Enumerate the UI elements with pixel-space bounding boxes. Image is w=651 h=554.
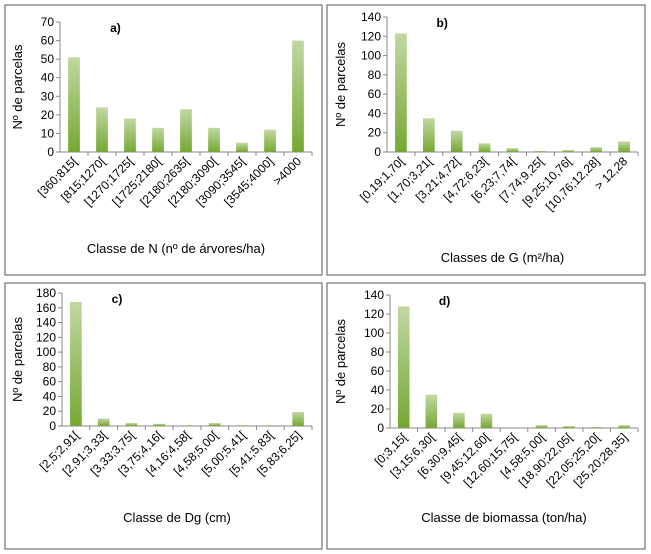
bar [480, 413, 493, 428]
y-tick-label: 40 [43, 389, 57, 403]
bar [97, 418, 110, 426]
y-tick-label: 140 [36, 316, 56, 330]
chart-title: d) [439, 294, 450, 308]
bar [618, 141, 630, 152]
bar [422, 118, 435, 152]
bar [125, 423, 138, 426]
bar [70, 301, 82, 426]
y-tick-label: 60 [371, 364, 385, 378]
y-tick-label: 20 [368, 126, 382, 140]
x-tick-label: >4000 [270, 154, 304, 188]
y-tick-label: 180 [36, 286, 56, 300]
bar [292, 40, 304, 153]
y-tick-label: 0 [49, 419, 56, 433]
y-tick-label: 100 [364, 326, 384, 340]
bar [425, 394, 438, 428]
chart-title: a) [110, 21, 121, 35]
bar [535, 425, 548, 428]
bar [618, 425, 631, 428]
bar [208, 127, 220, 152]
bar [152, 127, 164, 152]
bar [181, 425, 193, 426]
y-tick-label: 20 [43, 404, 57, 418]
y-tick-label: 0 [374, 145, 381, 159]
bar [534, 151, 547, 152]
y-axis-label: Nº de parcelas [10, 317, 25, 402]
y-tick-label: 140 [364, 288, 384, 302]
bar [395, 33, 407, 153]
bar [590, 147, 603, 152]
bar [563, 426, 575, 428]
bar [68, 57, 80, 152]
panel-frame [326, 282, 646, 550]
y-tick-label: 60 [41, 34, 55, 48]
panel-frame [326, 4, 646, 276]
bar [236, 425, 249, 426]
y-axis-label: Nº de parcelas [10, 44, 25, 129]
y-tick-label: 140 [361, 10, 381, 24]
y-tick-label: 100 [361, 49, 381, 63]
bar [264, 425, 277, 426]
y-tick-label: 80 [371, 345, 385, 359]
bar [96, 107, 108, 152]
y-tick-label: 100 [36, 345, 56, 359]
bar [562, 150, 575, 152]
chart-title: c) [112, 292, 123, 306]
y-axis-label: Nº de parcelas [333, 42, 348, 127]
y-axis-label: Nº de parcelas [333, 319, 348, 404]
bar [208, 423, 221, 426]
x-axis-label: Classe de N (nº de árvores/ha) [87, 241, 265, 256]
x-axis-label: Classe de Dg (cm) [123, 510, 231, 525]
bar [450, 130, 463, 152]
panel-frame [4, 282, 323, 550]
y-tick-label: 50 [41, 52, 55, 66]
y-tick-label: 40 [368, 106, 382, 120]
bar [236, 142, 248, 152]
y-tick-label: 40 [41, 71, 55, 85]
bar [506, 148, 519, 152]
bar [453, 412, 465, 428]
y-tick-label: 80 [368, 68, 382, 82]
bar [153, 423, 166, 426]
y-tick-label: 0 [47, 145, 54, 159]
y-tick-label: 30 [41, 89, 55, 103]
y-tick-label: 120 [364, 307, 384, 321]
bar [124, 118, 136, 152]
x-axis-label: Classe de biomassa (ton/ha) [421, 510, 586, 525]
bar [590, 427, 603, 428]
bar [292, 411, 304, 426]
y-tick-label: 40 [371, 383, 385, 397]
y-tick-label: 160 [36, 301, 56, 315]
y-tick-label: 20 [371, 402, 385, 416]
chart-title: b) [437, 16, 448, 30]
bar [264, 129, 276, 152]
y-tick-label: 60 [368, 87, 382, 101]
y-tick-label: 80 [43, 360, 57, 374]
y-tick-label: 120 [361, 29, 381, 43]
panel-frame [4, 4, 323, 276]
bar [397, 306, 410, 428]
y-tick-label: 60 [43, 375, 57, 389]
y-tick-label: 0 [377, 421, 384, 435]
y-tick-label: 70 [41, 15, 55, 29]
bar [180, 109, 192, 152]
y-tick-label: 120 [36, 330, 56, 344]
y-tick-label: 20 [41, 108, 55, 122]
bar [478, 143, 491, 152]
y-tick-label: 10 [41, 126, 55, 140]
x-axis-label: Classes de G (m²/ha) [441, 250, 565, 265]
